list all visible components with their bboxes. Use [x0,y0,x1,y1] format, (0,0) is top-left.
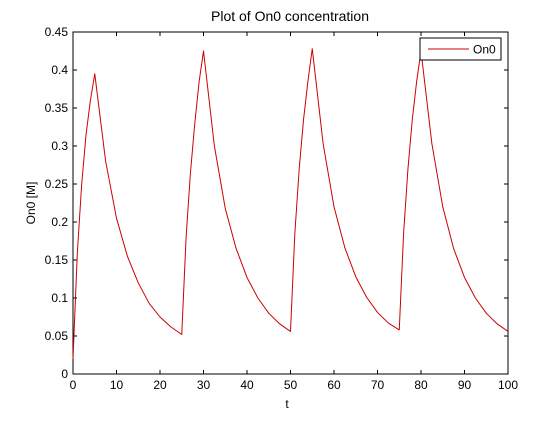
x-tick-label: 0 [70,378,77,392]
x-tick-label: 70 [371,378,385,392]
y-tick-label: 0.2 [51,215,68,229]
x-tick-label: 20 [153,378,167,392]
y-tick-label: 0 [61,367,68,381]
x-axis-label: t [285,397,289,411]
y-tick-label: 0.45 [45,25,69,39]
series-layer [72,48,509,359]
x-tick-label: 10 [110,378,124,392]
x-tick-label: 100 [498,378,518,392]
x-tick-label: 40 [240,378,254,392]
x-tick-label: 90 [458,378,472,392]
axes-box [72,31,509,375]
axis-ticks: 0 10 20 30 40 50 60 70 80 90 100 0 0.05 0.1 0.15 0.2 0.2… [45,25,519,392]
y-tick-label: 0.4 [51,63,68,77]
y-tick-label: 0.35 [45,101,69,115]
y-tick-label: 0.3 [51,139,68,153]
y-tick-label: 0.25 [45,177,69,191]
y-tick-label: 0.05 [45,329,69,343]
y-tick-label: 0.15 [45,253,69,267]
series-line-on0 [72,48,509,359]
plot-area [73,32,508,374]
x-tick-label: 60 [327,378,341,392]
legend-label: On0 [473,43,496,57]
legend: On0 [419,37,502,61]
x-tick-label: 80 [414,378,428,392]
y-axis-label: On0 [M] [24,182,38,225]
x-tick-label: 50 [284,378,298,392]
y-tick-label: 0.1 [51,291,68,305]
chart-title: Plot of On0 concentration [211,8,369,24]
x-tick-label: 30 [197,378,211,392]
